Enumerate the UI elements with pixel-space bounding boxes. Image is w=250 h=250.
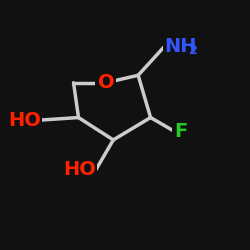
Text: NH: NH <box>164 37 197 56</box>
Text: F: F <box>174 122 188 141</box>
Text: O: O <box>98 73 114 92</box>
Text: 2: 2 <box>189 44 198 57</box>
Text: HO: HO <box>63 160 96 179</box>
Text: HO: HO <box>8 110 41 130</box>
